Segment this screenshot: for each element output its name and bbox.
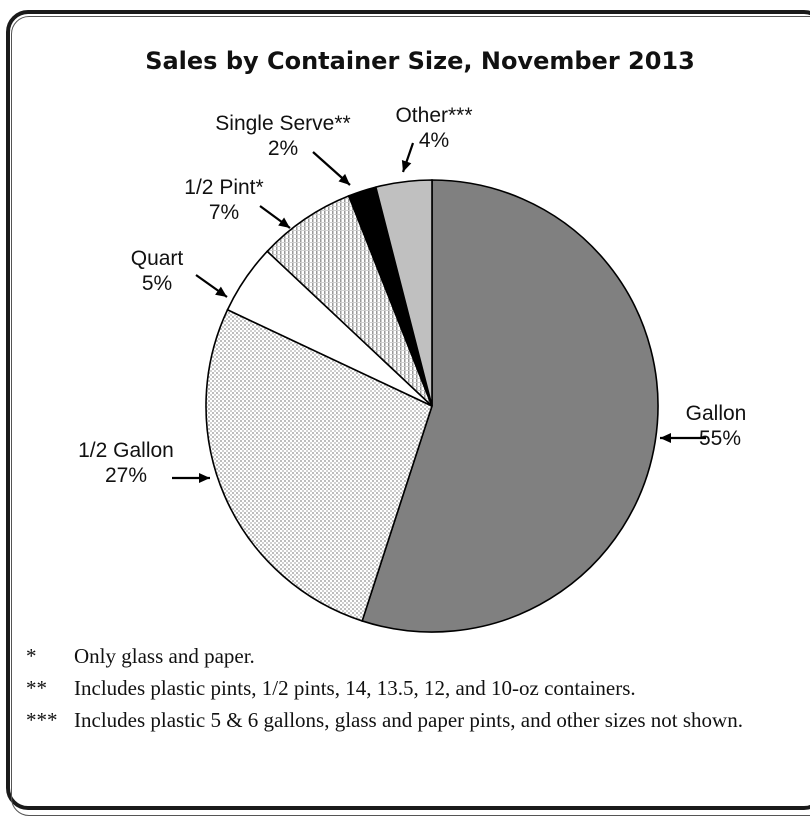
footnote-text: Only glass and paper.	[74, 644, 255, 668]
footnote-text: Includes plastic pints, 1/2 pints, 14, 1…	[74, 676, 636, 700]
slice-label: Quart	[131, 247, 184, 270]
footnotes: * Only glass and paper. ** Includes plas…	[26, 640, 806, 736]
label-arrow-head	[401, 160, 412, 172]
slice-label: Single Serve**	[215, 112, 350, 135]
footnote-marker: **	[26, 676, 47, 700]
chart-title: Sales by Container Size, November 2013	[145, 47, 695, 75]
label-arrow-head	[199, 473, 210, 483]
footnote-marker: *	[26, 644, 37, 668]
label-arrow-head	[660, 433, 671, 443]
label-arrow-head	[278, 217, 290, 228]
pie-slices	[205, 179, 659, 633]
slice-label: Gallon	[686, 402, 747, 425]
slice-value-label: 5%	[142, 272, 172, 295]
slice-value-label: 27%	[105, 464, 147, 487]
label-arrow-head	[215, 286, 227, 297]
footnote-text: Includes plastic 5 & 6 gallons, glass an…	[74, 708, 743, 732]
slice-label: 1/2 Pint*	[184, 176, 263, 199]
slice-label: 1/2 Gallon	[78, 439, 174, 462]
label-arrow-head	[338, 173, 350, 185]
footnote: * Only glass and paper.	[26, 640, 806, 672]
footnote: ** Includes plastic pints, 1/2 pints, 14…	[26, 672, 806, 704]
slice-value-label: 4%	[419, 129, 449, 152]
slice-value-label: 55%	[699, 427, 741, 450]
slice-value-label: 7%	[209, 201, 239, 224]
pie-slice-gallon	[361, 179, 659, 633]
slice-value-label: 2%	[268, 137, 298, 160]
footnote: *** Includes plastic 5 & 6 gallons, glas…	[26, 704, 806, 736]
pie-chart: Sales by Container Size, November 2013 G…	[78, 47, 746, 633]
pie-slice-1-2-gallon	[205, 308, 433, 622]
slice-label: Other***	[395, 104, 472, 127]
pie-slice-other	[374, 179, 433, 407]
footnote-marker: ***	[26, 708, 58, 732]
